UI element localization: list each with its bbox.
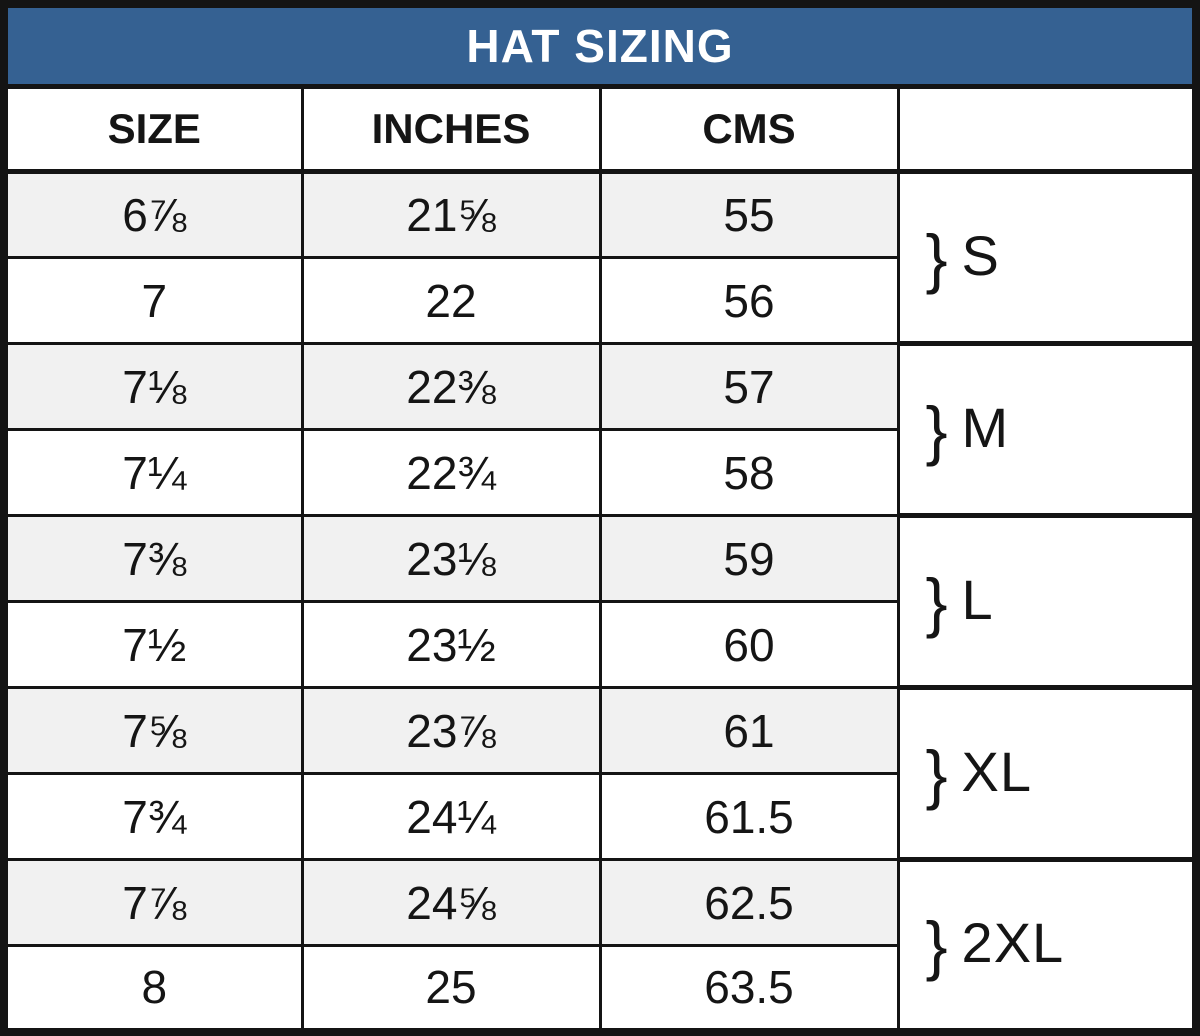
size-cell: 6⅞: [2, 170, 304, 259]
inches-cell: 25: [300, 944, 602, 1033]
cms-cell: 59: [598, 514, 900, 603]
brace-glyph: }: [925, 392, 948, 467]
group-label-m: M: [961, 395, 1010, 459]
size-cell: 7¾: [2, 772, 304, 861]
brace-glyph: }: [925, 907, 948, 982]
inches-cell: 23½: [300, 600, 602, 689]
cms-cell: 61: [598, 686, 900, 775]
inches-cell: 23⅞: [300, 686, 602, 775]
inches-cell: 22¾: [300, 428, 602, 517]
group-cell-l: } L: [896, 513, 1198, 689]
size-cell: 7⅝: [2, 686, 304, 775]
table-row: 7⅝ 23⅞ 61 } XL: [2, 685, 1198, 861]
inches-cell: 22: [300, 256, 602, 345]
inches-cell: 23⅛: [300, 514, 602, 603]
group-label-2xl: 2XL: [961, 910, 1065, 974]
table-row: 7½ 23½ 60: [2, 600, 1196, 689]
table-row: 7¼ 22¾ 58: [2, 428, 1196, 517]
group-cell-s: } S: [896, 169, 1198, 345]
column-header-size: SIZE: [2, 85, 304, 174]
column-header-cms: CMS: [598, 85, 900, 174]
table-row: 7⅜ 23⅛ 59 } L: [2, 513, 1198, 689]
brace-glyph: }: [925, 564, 948, 639]
size-cell: 8: [2, 944, 304, 1033]
brace-glyph: }: [925, 736, 948, 811]
cms-cell: 63.5: [598, 944, 900, 1033]
size-cell: 7⅞: [2, 858, 304, 947]
inches-cell: 22⅜: [300, 342, 602, 431]
group-cell-m: } M: [896, 341, 1198, 517]
cms-cell: 61.5: [598, 772, 900, 861]
inches-cell: 24⅝: [300, 858, 602, 947]
table-title: HAT SIZING: [2, 2, 1198, 89]
inches-cell: 21⅝: [300, 170, 602, 259]
column-header-group-empty: [896, 85, 1198, 174]
group-cell-2xl: } 2XL: [896, 857, 1198, 1033]
group-cell-xl: } XL: [896, 685, 1198, 861]
group-label-xl: XL: [961, 739, 1033, 803]
size-cell: 7⅛: [2, 342, 304, 431]
table-row: 7¾ 24¼ 61.5: [2, 772, 1196, 861]
cms-cell: 55: [598, 170, 900, 259]
size-cell: 7⅜: [2, 514, 304, 603]
size-cell: 7: [2, 256, 304, 345]
inches-cell: 24¼: [300, 772, 602, 861]
brace-glyph: }: [925, 220, 948, 295]
cms-cell: 57: [598, 342, 900, 431]
table-row: 7⅞ 24⅝ 62.5 } 2XL: [2, 857, 1198, 1033]
size-cell: 7½: [2, 600, 304, 689]
table-row: 8 25 63.5: [2, 944, 1196, 1033]
group-label-l: L: [961, 567, 994, 631]
table-row: 7 22 56: [2, 256, 1196, 345]
table-row: 7⅛ 22⅜ 57 } M: [2, 341, 1198, 517]
cms-cell: 62.5: [598, 858, 900, 947]
column-header-inches: INCHES: [300, 85, 602, 174]
cms-cell: 58: [598, 428, 900, 517]
title-row: HAT SIZING: [2, 2, 1198, 89]
cms-cell: 60: [598, 600, 900, 689]
cms-cell: 56: [598, 256, 900, 345]
group-label-s: S: [961, 223, 1000, 287]
header-row: SIZE INCHES CMS: [2, 85, 1198, 174]
size-cell: 7¼: [2, 428, 304, 517]
table-row: 6⅞ 21⅝ 55 } S: [2, 169, 1198, 345]
